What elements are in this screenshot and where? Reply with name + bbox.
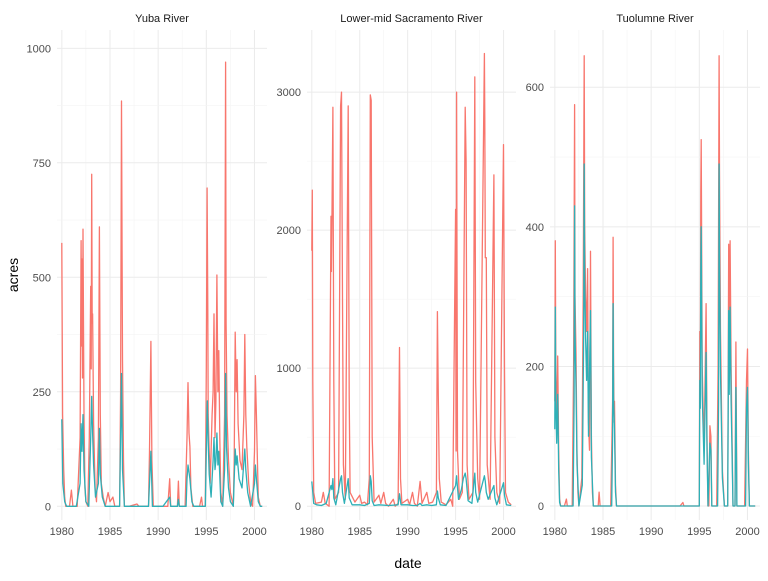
y-tick-label: 0 — [295, 501, 301, 513]
y-tick-label: 1000 — [277, 363, 301, 375]
y-tick-label: 500 — [33, 272, 51, 284]
series-line-teal — [554, 163, 756, 507]
panel-title: Yuba River — [135, 13, 189, 25]
y-axis-title: acres — [5, 258, 21, 292]
y-tick-label: 400 — [526, 222, 544, 234]
x-tick-label: 1995 — [687, 526, 711, 538]
y-tick-label: 3000 — [277, 87, 301, 99]
x-tick-label: 1985 — [98, 526, 122, 538]
x-tick-label: 1990 — [146, 526, 170, 538]
x-tick-label: 1985 — [591, 526, 615, 538]
series-line-teal — [311, 472, 512, 507]
x-tick-label: 2000 — [735, 526, 759, 538]
x-tick-label: 1980 — [543, 526, 567, 538]
panel-title: Tuolumne River — [616, 13, 694, 25]
x-tick-label: 2000 — [242, 526, 266, 538]
y-tick-label: 2000 — [277, 225, 301, 237]
x-tick-label: 1980 — [50, 526, 74, 538]
x-tick-label: 1985 — [347, 526, 371, 538]
y-tick-label: 1000 — [27, 43, 51, 55]
y-tick-label: 750 — [33, 158, 51, 170]
series-line-teal — [61, 372, 263, 507]
panel-title: Lower-mid Sacramento River — [340, 13, 483, 25]
panel-1: Yuba River 0 250 500 750 1000 1980 1985 1990 1995… — [27, 13, 267, 538]
y-tick-label: 0 — [45, 501, 51, 513]
series-line-red — [61, 61, 263, 507]
panel-2: Lower-mid Sacramento River 0 1000 2000 3000 1… — [277, 13, 516, 538]
y-tick-label: 600 — [526, 82, 544, 94]
y-tick-label: 250 — [33, 387, 51, 399]
x-axis-title: date — [394, 555, 421, 571]
series-line-red — [311, 52, 512, 507]
panels-layer: Yuba River 0 250 500 750 1000 1980 1985 1990 1995… — [27, 13, 760, 538]
x-tick-label: 1995 — [194, 526, 218, 538]
x-tick-label: 1980 — [300, 526, 324, 538]
x-tick-label: 1990 — [639, 526, 663, 538]
x-tick-label: 2000 — [491, 526, 515, 538]
x-tick-label: 1995 — [443, 526, 467, 538]
y-tick-label: 200 — [526, 361, 544, 373]
panel-3: Tuolumne River 0 200 400 600 1980 1985 1990 1995… — [526, 13, 760, 538]
x-tick-label: 1990 — [395, 526, 419, 538]
y-tick-label: 0 — [538, 501, 544, 513]
